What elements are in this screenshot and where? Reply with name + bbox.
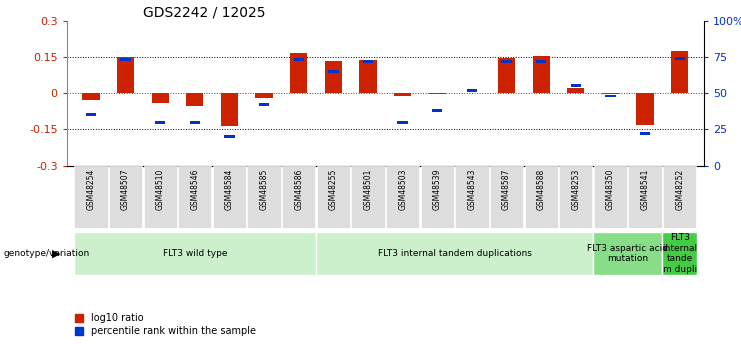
FancyBboxPatch shape <box>316 232 593 275</box>
FancyBboxPatch shape <box>74 166 107 228</box>
Text: GSM48587: GSM48587 <box>502 169 511 210</box>
FancyBboxPatch shape <box>144 166 177 228</box>
Text: GSM48510: GSM48510 <box>156 169 165 210</box>
FancyBboxPatch shape <box>594 166 627 228</box>
Text: GSM48541: GSM48541 <box>640 169 650 210</box>
Bar <box>359 60 376 93</box>
Bar <box>293 58 304 61</box>
Legend: log10 ratio, percentile rank within the sample: log10 ratio, percentile rank within the … <box>72 309 260 340</box>
Text: FLT3 internal tandem duplications: FLT3 internal tandem duplications <box>378 249 531 258</box>
Bar <box>428 93 446 95</box>
Bar <box>256 93 273 98</box>
Bar <box>567 88 585 93</box>
Text: GSM48588: GSM48588 <box>536 169 545 210</box>
FancyBboxPatch shape <box>316 166 350 228</box>
FancyBboxPatch shape <box>213 166 246 228</box>
Text: GSM48503: GSM48503 <box>398 169 407 210</box>
Bar <box>225 135 235 138</box>
Text: GSM48254: GSM48254 <box>87 169 96 210</box>
Text: GSM48253: GSM48253 <box>571 169 580 210</box>
FancyBboxPatch shape <box>421 166 454 228</box>
Text: FLT3 wild type: FLT3 wild type <box>162 249 227 258</box>
Bar <box>155 121 165 124</box>
Bar <box>671 51 688 93</box>
Text: FLT3 aspartic acid
mutation: FLT3 aspartic acid mutation <box>588 244 668 263</box>
Bar <box>221 93 238 126</box>
Text: genotype/variation: genotype/variation <box>4 249 90 258</box>
Bar <box>432 109 442 112</box>
Text: GSM48586: GSM48586 <box>294 169 303 210</box>
Bar <box>605 95 616 98</box>
Bar <box>674 57 685 60</box>
Text: GSM48255: GSM48255 <box>329 169 338 210</box>
Text: GSM48543: GSM48543 <box>468 169 476 210</box>
FancyBboxPatch shape <box>662 232 697 275</box>
Bar <box>394 93 411 96</box>
Bar <box>325 61 342 93</box>
FancyBboxPatch shape <box>351 166 385 228</box>
FancyBboxPatch shape <box>663 166 697 228</box>
Bar <box>120 58 130 61</box>
Bar <box>533 56 550 93</box>
Text: FLT3
internal
tande
m dupli: FLT3 internal tande m dupli <box>662 234 697 274</box>
FancyBboxPatch shape <box>455 166 488 228</box>
Bar <box>397 121 408 124</box>
FancyBboxPatch shape <box>247 166 281 228</box>
Bar <box>536 60 546 63</box>
Bar <box>328 70 339 73</box>
Text: GSM48539: GSM48539 <box>433 169 442 210</box>
FancyBboxPatch shape <box>109 166 142 228</box>
Bar <box>117 57 134 93</box>
Text: GSM48585: GSM48585 <box>259 169 268 210</box>
Bar <box>363 60 373 63</box>
Bar <box>186 93 204 107</box>
FancyBboxPatch shape <box>178 166 211 228</box>
FancyBboxPatch shape <box>628 166 662 228</box>
Bar <box>498 58 515 93</box>
FancyBboxPatch shape <box>593 232 662 275</box>
Bar <box>571 85 581 87</box>
Bar <box>502 60 512 63</box>
Text: GSM48507: GSM48507 <box>121 169 130 210</box>
FancyBboxPatch shape <box>73 232 316 275</box>
Text: GSM48252: GSM48252 <box>675 169 684 210</box>
Text: GDS2242 / 12025: GDS2242 / 12025 <box>143 6 266 20</box>
Bar <box>290 53 308 93</box>
Bar <box>259 103 269 106</box>
Bar <box>82 93 99 100</box>
FancyBboxPatch shape <box>282 166 316 228</box>
FancyBboxPatch shape <box>490 166 523 228</box>
Text: GSM48350: GSM48350 <box>606 169 615 210</box>
Text: GSM48584: GSM48584 <box>225 169 234 210</box>
Bar <box>602 93 619 95</box>
Bar <box>152 93 169 103</box>
Text: ▶: ▶ <box>53 249 61 258</box>
Bar <box>190 121 200 124</box>
FancyBboxPatch shape <box>559 166 592 228</box>
Bar <box>640 132 651 135</box>
Text: GSM48501: GSM48501 <box>364 169 373 210</box>
Bar <box>637 93 654 125</box>
Text: GSM48546: GSM48546 <box>190 169 199 210</box>
FancyBboxPatch shape <box>386 166 419 228</box>
FancyBboxPatch shape <box>525 166 558 228</box>
Bar <box>86 114 96 116</box>
Bar <box>467 89 477 92</box>
